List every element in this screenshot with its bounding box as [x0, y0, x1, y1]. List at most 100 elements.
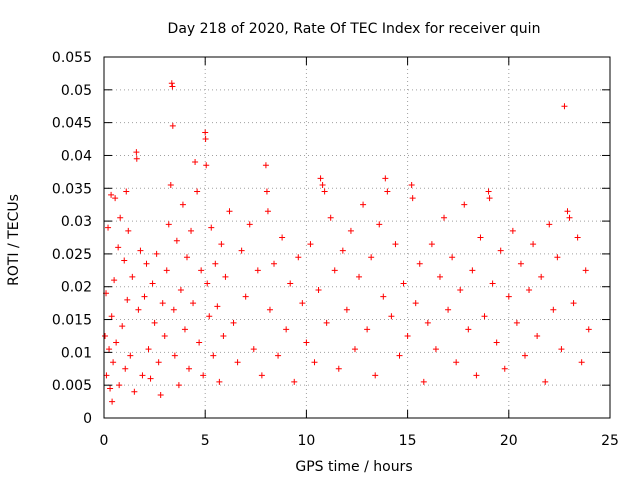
data-point [222, 273, 229, 280]
data-point [171, 352, 178, 359]
data-point [113, 339, 120, 346]
data-point [501, 365, 508, 372]
plot-frame [103, 56, 611, 419]
data-point [127, 352, 134, 359]
y-tick-label: 0.04 [61, 148, 92, 164]
data-point [183, 254, 190, 261]
data-point [428, 241, 435, 248]
data-point [122, 365, 129, 372]
x-axis-title: GPS time / hours [295, 459, 412, 475]
x-tick-label: 0 [100, 433, 109, 449]
data-point [513, 319, 520, 326]
data-point [497, 247, 504, 254]
data-point [368, 254, 375, 261]
data-point [356, 273, 363, 280]
data-point [153, 250, 160, 257]
data-point [578, 359, 585, 366]
data-point [173, 237, 180, 244]
data-point [321, 188, 328, 195]
data-point [181, 326, 188, 333]
x-tick-label: 15 [399, 433, 417, 449]
data-point [188, 227, 195, 234]
data-point [420, 378, 427, 385]
data-point [157, 392, 164, 399]
data-point [339, 247, 346, 254]
data-point [558, 346, 565, 353]
data-point [372, 372, 379, 379]
y-tick-label: 0.055 [52, 50, 92, 66]
data-point [453, 359, 460, 366]
data-point [262, 162, 269, 169]
x-tick-label: 10 [297, 433, 315, 449]
data-point [163, 267, 170, 274]
data-point [141, 293, 148, 300]
data-point [570, 300, 577, 307]
y-tick-label: 0.02 [61, 280, 92, 296]
data-point [266, 306, 273, 313]
data-point [469, 267, 476, 274]
y-tick-label: 0.015 [52, 313, 92, 329]
x-tick-label: 20 [500, 433, 518, 449]
data-point [574, 234, 581, 241]
data-point [436, 273, 443, 280]
data-point [124, 296, 131, 303]
data-point [242, 293, 249, 300]
data-point [534, 332, 541, 339]
data-point [212, 260, 219, 267]
data-point [384, 188, 391, 195]
data-point [477, 234, 484, 241]
data-point [287, 280, 294, 287]
data-point [210, 352, 217, 359]
y-tick-label: 0 [83, 411, 92, 427]
data-point [364, 326, 371, 333]
data-point [230, 319, 237, 326]
data-point [202, 136, 209, 143]
data-point [542, 378, 549, 385]
data-point [204, 280, 211, 287]
grid-lines [104, 57, 610, 418]
data-point [151, 319, 158, 326]
data-point [505, 293, 512, 300]
data-points [102, 80, 592, 405]
data-point [295, 254, 302, 261]
data-point [486, 195, 493, 202]
data-point [169, 122, 176, 129]
data-point [271, 260, 278, 267]
data-point [550, 306, 557, 313]
data-point [105, 224, 112, 231]
data-point [376, 221, 383, 228]
data-point [106, 346, 113, 353]
data-point [530, 241, 537, 248]
data-point [168, 80, 175, 87]
data-point [102, 332, 109, 339]
data-point [331, 267, 338, 274]
data-point [117, 214, 124, 221]
data-point [194, 188, 201, 195]
data-point [177, 287, 184, 294]
data-point [135, 306, 142, 313]
data-point [125, 227, 132, 234]
data-point [566, 214, 573, 221]
data-point [139, 372, 146, 379]
data-point [412, 300, 419, 307]
data-point [343, 306, 350, 313]
data-point [582, 267, 589, 274]
data-point [416, 260, 423, 267]
y-tick-label: 0.025 [52, 247, 92, 263]
data-point [254, 267, 261, 274]
data-point [380, 293, 387, 300]
data-point [246, 221, 253, 228]
data-point [218, 241, 225, 248]
data-point [206, 313, 213, 320]
data-point [112, 195, 119, 202]
data-point [392, 241, 399, 248]
data-point [585, 326, 592, 333]
data-point [108, 191, 115, 198]
y-tick-label: 0.05 [61, 83, 92, 99]
data-point [167, 181, 174, 188]
y-tick-label: 0.035 [52, 181, 92, 197]
data-point [263, 188, 270, 195]
data-point [275, 352, 282, 359]
data-point [129, 273, 136, 280]
